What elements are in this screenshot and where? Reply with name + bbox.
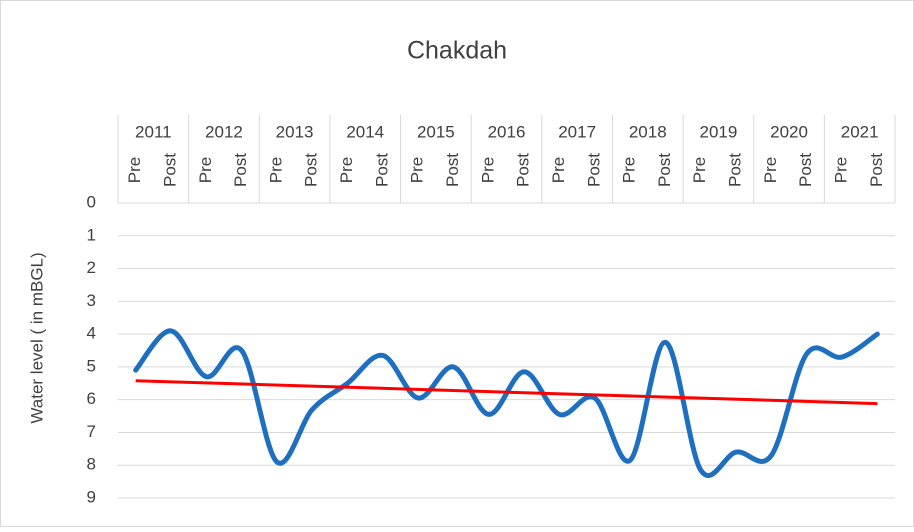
x-tick-label: Post (584, 153, 603, 187)
y-tick-label: 4 (87, 324, 96, 343)
group-label: 2011 (135, 122, 172, 141)
x-tick-label: Post (514, 153, 533, 187)
y-tick-label: 9 (87, 487, 96, 506)
group-label: 2019 (699, 122, 737, 141)
y-tick-label: 0 (87, 192, 96, 211)
x-tick-label: Post (231, 153, 250, 187)
x-tick-label: Post (726, 153, 745, 187)
y-tick-label: 5 (87, 356, 96, 375)
x-tick-label: Post (655, 153, 674, 187)
x-tick-label: Post (302, 153, 321, 187)
x-tick-label: Pre (832, 157, 851, 183)
data-line (133, 328, 880, 478)
y-tick-label: 6 (87, 389, 96, 408)
chart-title: Chakdah (407, 37, 507, 65)
y-tick-label: 3 (87, 291, 96, 310)
group-label: 2017 (558, 122, 596, 141)
x-tick-label: Post (443, 153, 462, 187)
group-label: 2013 (276, 122, 314, 141)
x-tick-label: Pre (761, 157, 780, 183)
x-tick-label: Pre (266, 157, 285, 183)
x-tick-label: Pre (196, 157, 215, 183)
x-tick-label: Pre (620, 157, 639, 183)
x-tick-label: Pre (690, 157, 709, 183)
x-tick-label: Post (372, 153, 391, 187)
x-tick-label: Post (867, 153, 886, 187)
group-label: 2012 (205, 122, 243, 141)
x-tick-label: Pre (408, 157, 427, 183)
group-label: 2018 (629, 122, 667, 141)
trend-line (135, 379, 878, 406)
x-tick-label: Pre (549, 157, 568, 183)
x-tick-label: Pre (125, 157, 144, 183)
group-label: 2016 (488, 122, 526, 141)
y-tick-label: 2 (87, 258, 96, 277)
x-tick-label: Pre (478, 157, 497, 183)
y-axis-label: Water level ( in mBGL) (27, 252, 46, 423)
y-tick-label: 1 (87, 225, 96, 244)
x-tick-label: Post (796, 153, 815, 187)
group-label: 2015 (417, 122, 455, 141)
x-tick-label: Pre (337, 157, 356, 183)
group-label: 2021 (841, 122, 879, 141)
group-label: 2020 (770, 122, 808, 141)
x-tick-label: Post (160, 153, 179, 187)
y-tick-label: 8 (87, 455, 96, 474)
y-tick-label: 7 (87, 422, 96, 441)
group-label: 2014 (346, 122, 384, 141)
